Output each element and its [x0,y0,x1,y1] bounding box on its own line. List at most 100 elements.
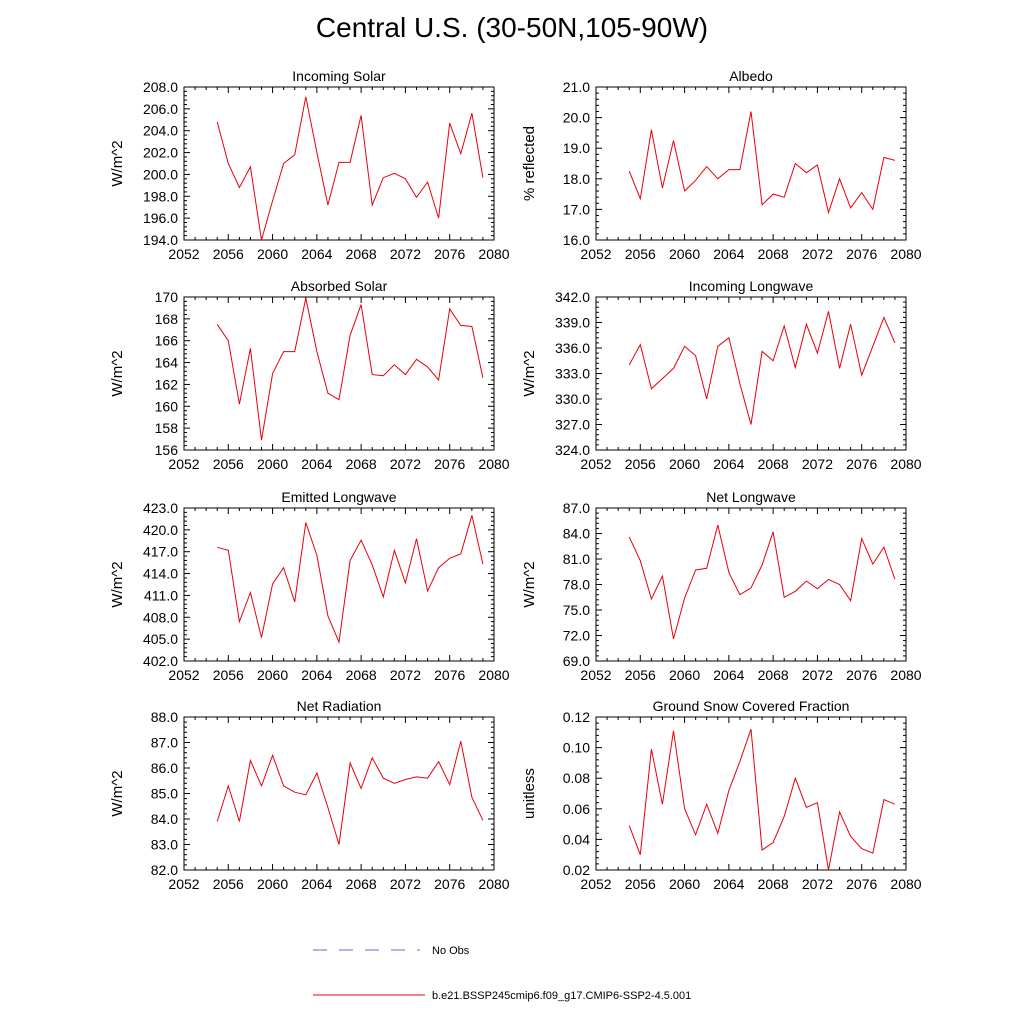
x-tick-label: 2064 [713,667,744,683]
chart-panel: Ground Snow Covered Fraction unitless 2052… [521,698,922,892]
plot-frame [183,507,495,662]
y-axis-label: W/m^2 [521,350,538,396]
x-tick-label: 2060 [669,456,700,472]
y-tick-label: 21.0 [563,79,590,95]
y-tick-label: 160 [155,398,179,414]
panel-title: Net Longwave [706,489,796,505]
chart-panel: Net Longwave W/m^2 2052 2056 2060 2064 2068 207… [521,489,922,683]
x-tick-label: 2056 [625,667,656,683]
y-axis-label: W/m^2 [109,140,126,186]
x-tick-label: 2076 [434,246,465,262]
chart-panel: Incoming Solar W/m^2 2052 2056 2060 2064 2068 2… [109,68,510,262]
x-tick-label: 2080 [478,456,509,472]
y-tick-label: 342.0 [555,289,590,305]
y-tick-label: 83.0 [151,837,178,853]
y-tick-label: 414.0 [143,566,178,582]
series-line [216,741,484,845]
chart-panels: Incoming Solar W/m^2 2052 2056 2060 2064 2068 2… [109,68,922,892]
x-tick-label: 2072 [802,667,833,683]
x-tick-label: 2068 [346,456,377,472]
y-axis-label: W/m^2 [521,561,538,607]
x-tick-label: 2068 [758,246,789,262]
x-tick-label: 2052 [580,876,611,892]
y-tick-label: 339.0 [555,315,590,331]
y-tick-label: 196.0 [143,210,178,226]
panel-title: Absorbed Solar [291,278,388,294]
y-tick-label: 0.10 [563,740,590,756]
x-tick-label: 2052 [168,456,199,472]
y-tick-label: 84.0 [563,526,590,542]
y-tick-label: 85.0 [151,786,178,802]
y-tick-label: 198.0 [143,188,178,204]
x-tick-label: 2064 [301,876,332,892]
x-tick-label: 2072 [390,667,421,683]
x-tick-label: 2060 [669,876,700,892]
x-tick-label: 2052 [580,456,611,472]
x-tick-label: 2068 [758,667,789,683]
y-tick-label: 336.0 [555,340,590,356]
y-tick-label: 208.0 [143,79,178,95]
x-tick-label: 2056 [213,876,244,892]
y-tick-label: 194.0 [143,232,178,248]
chart-panel: Albedo % reflected 2052 2056 2060 2064 2068 207… [521,68,922,262]
x-tick-label: 2060 [257,456,288,472]
x-tick-label: 2076 [846,876,877,892]
y-tick-label: 17.0 [563,201,590,217]
y-tick-label: 87.0 [151,735,178,751]
legend: No Obs b.e21.BSSP245cmip6.f09_g17.CMIP6-… [313,945,691,1002]
x-tick-label: 2072 [390,246,421,262]
y-tick-label: 330.0 [555,391,590,407]
x-tick-label: 2068 [758,456,789,472]
x-tick-label: 2060 [669,246,700,262]
y-tick-label: 0.06 [563,801,590,817]
x-tick-label: 2052 [168,667,199,683]
x-tick-label: 2076 [434,667,465,683]
y-tick-label: 202.0 [143,145,178,161]
y-tick-label: 324.0 [555,442,590,458]
y-tick-label: 423.0 [143,500,178,516]
plot-frame [595,507,907,662]
y-axis-label: W/m^2 [109,561,126,607]
x-tick-label: 2064 [301,246,332,262]
y-axis-label: % reflected [521,126,538,201]
legend-model-label: b.e21.BSSP245cmip6.f09_g17.CMIP6-SSP2-4.… [432,990,691,1002]
x-tick-label: 2052 [580,667,611,683]
y-tick-label: 405.0 [143,631,178,647]
y-tick-label: 0.08 [563,770,590,786]
x-tick-label: 2064 [713,456,744,472]
plot-frame [595,296,907,451]
y-tick-label: 86.0 [151,760,178,776]
x-tick-label: 2056 [625,246,656,262]
series-line [628,524,896,640]
y-tick-label: 84.0 [151,811,178,827]
chart-panel: Absorbed Solar W/m^2 2052 2056 2060 2064 2068 2… [109,278,510,472]
x-tick-label: 2076 [846,667,877,683]
x-tick-label: 2080 [890,456,921,472]
y-tick-label: 333.0 [555,366,590,382]
x-tick-label: 2056 [213,456,244,472]
x-tick-label: 2064 [713,876,744,892]
y-tick-label: 69.0 [563,653,590,669]
y-tick-label: 327.0 [555,417,590,433]
y-tick-label: 162 [155,376,179,392]
x-tick-label: 2068 [346,667,377,683]
y-tick-label: 0.02 [563,862,590,878]
series-line [216,96,484,240]
y-tick-label: 72.0 [563,628,590,644]
x-tick-label: 2080 [890,667,921,683]
y-tick-label: 158 [155,420,179,436]
x-tick-label: 2064 [713,246,744,262]
main-title: Central U.S. (30-50N,105-90W) [315,12,709,43]
y-tick-label: 82.0 [151,862,178,878]
series-line [216,297,484,441]
plot-frame [595,716,907,871]
y-tick-label: 204.0 [143,123,178,139]
x-tick-label: 2080 [890,246,921,262]
y-tick-label: 408.0 [143,609,178,625]
x-tick-label: 2072 [802,246,833,262]
y-axis-label: unitless [521,768,538,819]
panel-title: Incoming Longwave [689,278,814,294]
y-axis-label: W/m^2 [109,770,126,816]
x-tick-label: 2080 [478,667,509,683]
